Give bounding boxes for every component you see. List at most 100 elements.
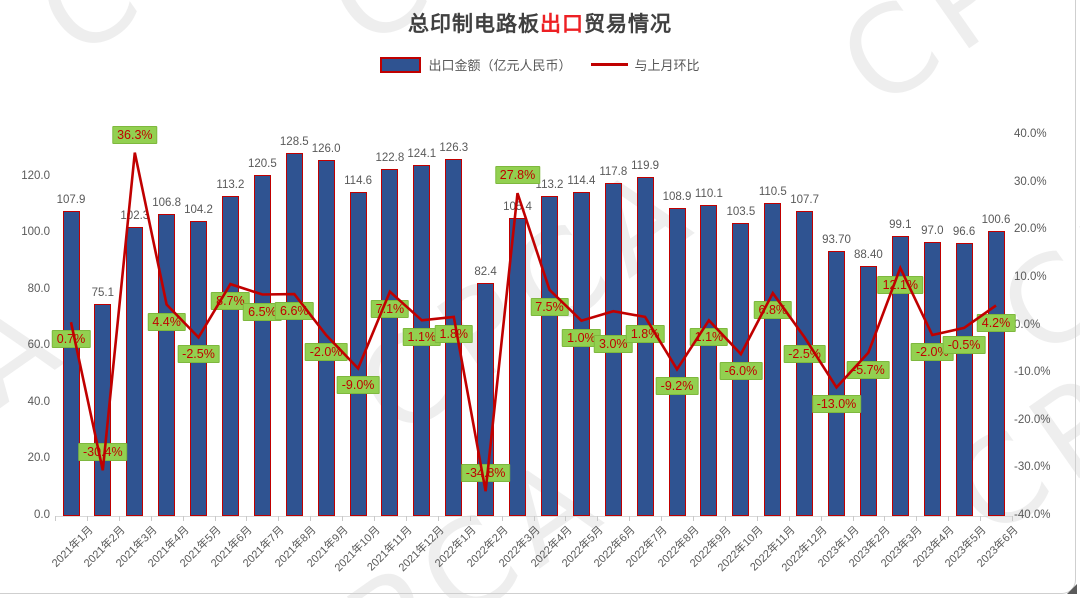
pct-label: 0.7%: [51, 330, 91, 349]
page-corner-notch: [1067, 584, 1077, 594]
line-series-label: 与上月环比: [634, 58, 700, 73]
bar: [987, 231, 1005, 516]
left-axis-tick-label: 120.0: [21, 169, 50, 182]
bar-value-label: 114.6: [344, 174, 373, 187]
x-axis-tick: [565, 516, 567, 521]
right-axis-tick-label: -40.0%: [1014, 509, 1051, 521]
pct-label: 36.3%: [112, 125, 158, 144]
bar-value-label: 105.4: [503, 200, 532, 213]
bar: [828, 250, 845, 516]
x-axis-tick: [724, 516, 726, 521]
bar-value-label: 110.1: [694, 187, 723, 200]
pct-label: 6.8%: [753, 301, 793, 320]
x-axis-tick: [374, 516, 375, 521]
bar-value-label: 107.9: [56, 193, 86, 206]
bar-value-label: 82.4: [474, 265, 497, 278]
pct-label: 27.8%: [494, 166, 541, 185]
bar-value-label: 103.5: [726, 206, 756, 219]
bar-series-label: 出口金额（亿元人民币）: [428, 58, 572, 73]
right-axis-tick-label: 40.0%: [1014, 128, 1047, 140]
bar-value-label: 75.1: [91, 286, 114, 299]
x-axis-tick: [55, 516, 56, 521]
bar: [190, 221, 207, 516]
left-axis-tick-label: 80.0: [27, 282, 50, 295]
bar: [541, 195, 558, 516]
bar: [62, 210, 80, 516]
bar: [94, 303, 112, 516]
chart-title-prefix: 总印制电路板: [408, 13, 540, 36]
x-axis-tick: [342, 516, 344, 521]
x-axis-tick: [884, 516, 886, 521]
pct-label: -2.0%: [304, 343, 348, 361]
bar-value-label: 126.0: [311, 142, 341, 155]
chart-title: 总印制电路板出口贸易情况: [0, 8, 1080, 38]
x-axis-tick: [246, 516, 248, 521]
pct-label: 1.8%: [434, 324, 474, 343]
x-axis-tick: [469, 516, 471, 521]
pct-label: 7.1%: [370, 299, 410, 318]
x-axis-tick: [214, 516, 216, 521]
chart-title-highlight: 出口: [540, 13, 584, 36]
x-axis-tick: [661, 516, 663, 521]
bar-value-label: 107.7: [790, 194, 819, 207]
pct-label: -9.2%: [655, 377, 699, 396]
x-axis-tick: [597, 516, 599, 521]
x-axis-tick: [182, 516, 184, 521]
x-axis-tick: [310, 516, 312, 521]
right-axis-tick-label: -10.0%: [1014, 366, 1051, 379]
bar: [636, 176, 654, 516]
bar-series-swatch: [380, 56, 422, 73]
bar: [509, 217, 526, 516]
bar: [253, 175, 271, 516]
bar-value-label: 104.2: [184, 204, 213, 217]
left-axis-tick-label: 60.0: [27, 339, 50, 352]
bar-value-label: 100.6: [981, 214, 1011, 227]
pct-label: -0.5%: [942, 335, 986, 354]
right-axis-tick-label: 20.0%: [1014, 223, 1047, 236]
pct-label: -13.0%: [811, 395, 862, 414]
x-axis-tick: [756, 516, 758, 521]
x-axis-tick: [693, 516, 694, 521]
pct-label: 7.5%: [530, 297, 569, 316]
bar: [955, 242, 973, 516]
x-axis-tick: [916, 516, 918, 521]
chart-legend: 出口金额（亿元人民币） 与上月环比: [0, 55, 1080, 74]
x-axis-tick: [437, 516, 439, 521]
bar: [796, 211, 814, 516]
bar: [572, 192, 590, 516]
bar-value-label: 120.5: [248, 158, 277, 171]
pct-label: 6.6%: [275, 302, 314, 321]
x-axis-tick: [86, 516, 88, 521]
bar: [668, 207, 686, 516]
pct-label: 1.1%: [689, 328, 729, 347]
right-axis-tick-label: 10.0%: [1014, 270, 1047, 283]
bar-value-label: 126.3: [439, 141, 469, 154]
x-axis-tick: [852, 516, 854, 521]
bar-value-label: 96.6: [952, 225, 976, 238]
pct-label: -34.8%: [460, 464, 511, 483]
x-axis-tick: [820, 516, 822, 521]
right-axis-tick-label: -30.0%: [1014, 461, 1051, 474]
left-axis-tick-label: 40.0: [27, 395, 50, 408]
pct-label: 4.4%: [147, 312, 186, 331]
pct-label: -9.0%: [336, 376, 380, 395]
bar: [764, 203, 782, 516]
right-axis-tick-label: -20.0%: [1014, 413, 1051, 426]
bar: [285, 152, 303, 516]
x-axis-tick: [278, 516, 280, 521]
pct-label: -2.5%: [783, 345, 826, 364]
bar-value-label: 113.2: [216, 178, 245, 191]
bar-value-label: 93.70: [822, 233, 851, 246]
right-axis-tick-label: 30.0%: [1014, 175, 1047, 188]
bar: [126, 226, 144, 516]
x-axis-tick: [533, 516, 535, 521]
x-axis-tick: [1012, 516, 1013, 521]
x-axis-tick: [948, 516, 950, 521]
x-axis-tick: [629, 516, 631, 521]
bar: [221, 195, 239, 516]
x-axis-tick: [980, 516, 982, 521]
chart-title-suffix: 贸易情况: [584, 13, 672, 36]
pct-label: 1.8%: [625, 324, 665, 343]
left-axis-tick-label: 100.0: [21, 226, 50, 239]
